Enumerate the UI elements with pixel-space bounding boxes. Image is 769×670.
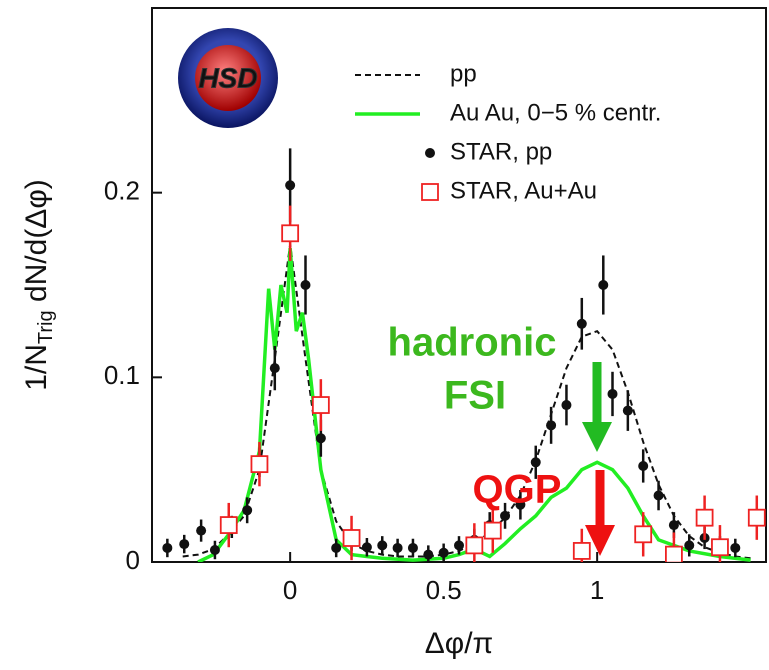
data-point xyxy=(622,405,633,416)
data-point xyxy=(162,542,173,553)
data-point xyxy=(331,542,342,553)
data-point xyxy=(684,540,695,551)
arrows xyxy=(582,362,615,556)
legend-swatch xyxy=(425,148,435,158)
data-point xyxy=(300,280,311,290)
y-tick-label: 0.2 xyxy=(104,176,140,206)
data-point xyxy=(530,457,541,468)
data-point xyxy=(634,525,653,544)
data-point xyxy=(598,280,609,290)
plot-frame xyxy=(151,7,767,563)
data-point xyxy=(361,542,372,553)
legend-label: STAR, pp xyxy=(450,138,552,165)
data-point xyxy=(209,544,220,555)
data-point xyxy=(500,510,511,521)
data-point xyxy=(269,363,280,374)
data-point xyxy=(576,318,587,329)
y-label-part: dN/d(Δφ) xyxy=(20,179,53,310)
data-point xyxy=(747,508,766,527)
logo-core xyxy=(195,45,261,111)
data-point xyxy=(407,542,418,553)
data-point xyxy=(665,545,683,562)
y-label-sub: Trig xyxy=(35,310,57,344)
data-point xyxy=(438,547,449,558)
legend-label: STAR, Au+Au xyxy=(450,177,597,204)
annotation: hadronic xyxy=(388,321,557,365)
data-point xyxy=(423,549,434,560)
data-point xyxy=(342,529,361,547)
data-point xyxy=(315,433,326,444)
y-tick-label: 0 xyxy=(126,545,140,575)
data-point xyxy=(281,224,300,243)
data-point xyxy=(546,420,557,431)
data-point xyxy=(572,542,591,560)
data-point xyxy=(454,540,464,551)
data-point xyxy=(465,536,484,555)
data-point xyxy=(483,521,502,540)
data-point xyxy=(219,516,238,534)
legend-swatch xyxy=(421,183,439,201)
annotation: QGP xyxy=(473,468,562,512)
x-tick-label: 1 xyxy=(590,575,604,605)
data-point xyxy=(242,505,253,516)
data-point xyxy=(392,542,403,553)
data-point xyxy=(711,538,729,557)
x-tick-label: 0 xyxy=(283,575,297,605)
logo-text: HSD xyxy=(198,62,257,93)
data-point xyxy=(607,388,618,399)
data-point xyxy=(515,499,526,510)
data-point xyxy=(250,455,269,474)
x-axis-label: Δφ/π xyxy=(425,627,494,660)
data-point xyxy=(561,400,572,411)
logo: HSD xyxy=(178,28,278,128)
data-point xyxy=(730,542,741,553)
legend-label: Au Au, 0−5 % centr. xyxy=(450,99,661,126)
annotation: FSI xyxy=(444,374,506,418)
data-point xyxy=(285,180,296,191)
data-point xyxy=(638,460,649,471)
data-point xyxy=(196,525,207,536)
y-tick-label: 0.1 xyxy=(104,360,140,390)
data-point xyxy=(695,508,714,527)
y-axis-label: 1/NTrig dN/d(Δφ) xyxy=(20,179,57,391)
green-arrow-head xyxy=(582,422,612,452)
plot-area xyxy=(162,148,766,562)
data-point xyxy=(653,490,664,501)
data-point xyxy=(377,540,388,551)
y-label-part: 1/N xyxy=(20,344,53,391)
data-point xyxy=(668,520,679,531)
data-point xyxy=(311,396,330,414)
x-tick-label: 0.5 xyxy=(426,575,462,605)
legend-label: pp xyxy=(450,60,477,87)
red-arrow-head xyxy=(585,525,615,556)
data-point xyxy=(179,539,190,550)
